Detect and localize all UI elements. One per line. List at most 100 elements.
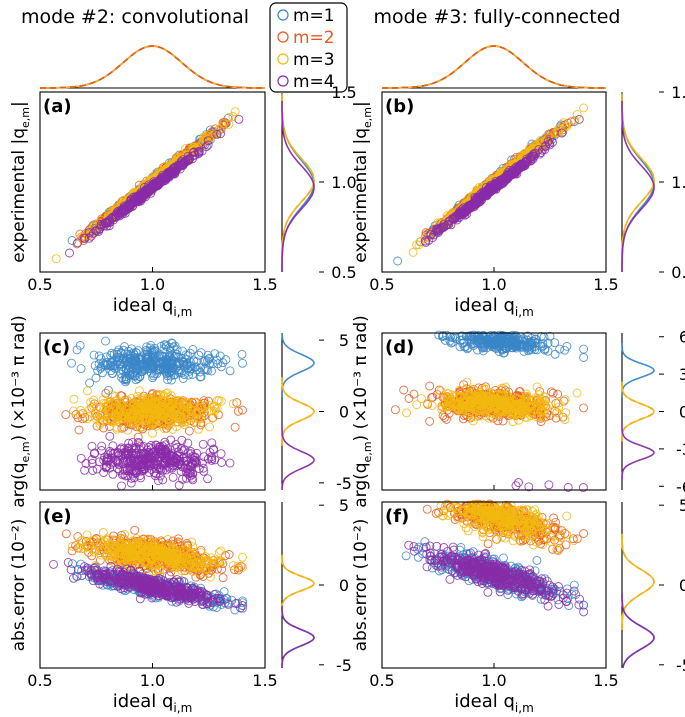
point-d-m2 (425, 416, 435, 426)
y-tick-label-c: 5 (339, 331, 349, 350)
series-c-m1 (67, 336, 247, 395)
x-tick-label-b: 1.5 (593, 275, 618, 294)
y-tick-label-a: 1.0 (331, 173, 356, 192)
y-tick-label-b: 1.0 (671, 173, 685, 192)
series-a-m4 (65, 114, 244, 258)
legend-box (269, 2, 348, 93)
point-a-m3 (215, 124, 224, 134)
legend: m=1 m=2 m=3 m=4 (269, 2, 348, 93)
legend-label-1: m=1 (293, 6, 335, 26)
point-a-m3 (78, 231, 88, 241)
point-c-m1 (67, 358, 76, 368)
point-d-m2 (390, 405, 400, 415)
point-a-m2 (72, 239, 82, 249)
point-c-m3 (82, 414, 92, 424)
point-a-m4 (181, 156, 191, 166)
point-a-m3 (224, 119, 234, 129)
series-d-m1 (434, 330, 589, 362)
marginal-curve-b-m2 (621, 93, 655, 267)
point-c-m4 (105, 431, 115, 441)
point-a-m3 (202, 135, 212, 145)
point-a-m3 (224, 112, 234, 122)
point-c-m1 (237, 349, 247, 359)
marginal-curve-c-m4 (281, 425, 315, 490)
column-title-right: mode #3: fully-connected (374, 6, 621, 28)
point-c-m3 (134, 386, 144, 396)
marginal-curve-b-m1 (621, 92, 655, 272)
point-a-m4 (129, 196, 139, 206)
point-a-m4 (184, 154, 194, 164)
point-c-m1 (89, 350, 99, 360)
series-c-m4 (76, 431, 235, 491)
marginal-curve-b-m4 (621, 101, 655, 272)
panel-label-b: (b) (385, 96, 414, 117)
point-c-m1 (91, 373, 101, 383)
x-tick-label-a: 1.5 (252, 275, 277, 294)
panels: (a) 0.5 1.0 1.5 ideal qi,m experimental |qe,m… (9, 45, 685, 715)
legend-marker-4 (277, 75, 289, 87)
point-a-m1 (67, 236, 77, 245)
point-c-m4 (225, 458, 235, 468)
point-a-m4 (119, 204, 129, 214)
point-b-m1 (393, 256, 403, 266)
panel-label-c: (c) (43, 337, 70, 358)
panel-b: (b) 0.5 1.0 1.5 ideal qi,m experimental |qe,m… (351, 83, 685, 319)
point-a-m4 (203, 136, 213, 146)
point-a-m4 (124, 202, 134, 212)
legend-entry-3: m=3 (277, 50, 335, 70)
point-a-m4 (88, 228, 98, 238)
point-c-m4 (108, 469, 118, 479)
point-a-m4 (161, 172, 171, 182)
point-c-m2 (230, 422, 240, 432)
marginal-curve-b-m3 (621, 93, 655, 267)
legend-entry-4: m=4 (277, 72, 335, 92)
point-c-m3 (112, 424, 122, 434)
point-d-m2 (399, 385, 409, 395)
marginal-curve-c-m2 (281, 377, 315, 446)
x-axis-label-a: ideal qi,m (113, 295, 193, 319)
point-a-m4 (216, 129, 225, 139)
point-c-m4 (117, 481, 126, 491)
point-a-m4 (170, 163, 180, 173)
point-c-m3 (205, 422, 215, 432)
legend-marker-3 (277, 53, 289, 65)
point-c-m4 (168, 472, 178, 482)
point-a-m4 (178, 158, 188, 168)
point-c-m4 (203, 474, 213, 484)
point-a-m3 (228, 112, 238, 121)
point-a-m3 (217, 122, 227, 131)
point-c-m1 (196, 348, 206, 358)
point-a-m4 (188, 154, 197, 164)
point-a-m4 (163, 169, 173, 179)
column-title-left: mode #2: convolutional (21, 6, 249, 28)
point-a-m4 (152, 181, 162, 191)
x-axis-label-b: ideal qi,m (454, 295, 534, 319)
point-a-m4 (189, 147, 199, 157)
point-a-m4 (150, 178, 160, 188)
y-axis-label-b: experimental |qe,m| (351, 101, 374, 262)
point-d-m1 (579, 353, 589, 362)
marginal-curve-a-m2 (281, 93, 315, 267)
point-a-m4 (122, 204, 132, 214)
point-b-m3 (579, 103, 589, 113)
point-a-m4 (108, 215, 118, 225)
point-a-m3 (208, 130, 218, 140)
legend-marker-2 (277, 31, 289, 43)
point-d-m2 (579, 403, 589, 413)
point-a-m4 (203, 140, 213, 150)
point-a-m4 (119, 207, 129, 217)
marginal-curve-a-m1 (281, 92, 315, 272)
point-a-m4 (141, 185, 151, 195)
panel-label-a: (a) (43, 96, 72, 117)
y-tick-label-a: 1.5 (331, 83, 356, 102)
point-a-m3 (51, 254, 61, 264)
point-b-m3 (408, 247, 418, 257)
point-d-m2 (425, 381, 435, 391)
point-c-m1 (101, 336, 110, 346)
y-axis-label-a: experimental |qe,m| (9, 101, 32, 262)
point-a-m4 (234, 114, 244, 124)
point-c-m3 (69, 394, 79, 404)
point-d-m2 (409, 389, 419, 399)
x-tick-label-b: 0.5 (369, 275, 394, 294)
